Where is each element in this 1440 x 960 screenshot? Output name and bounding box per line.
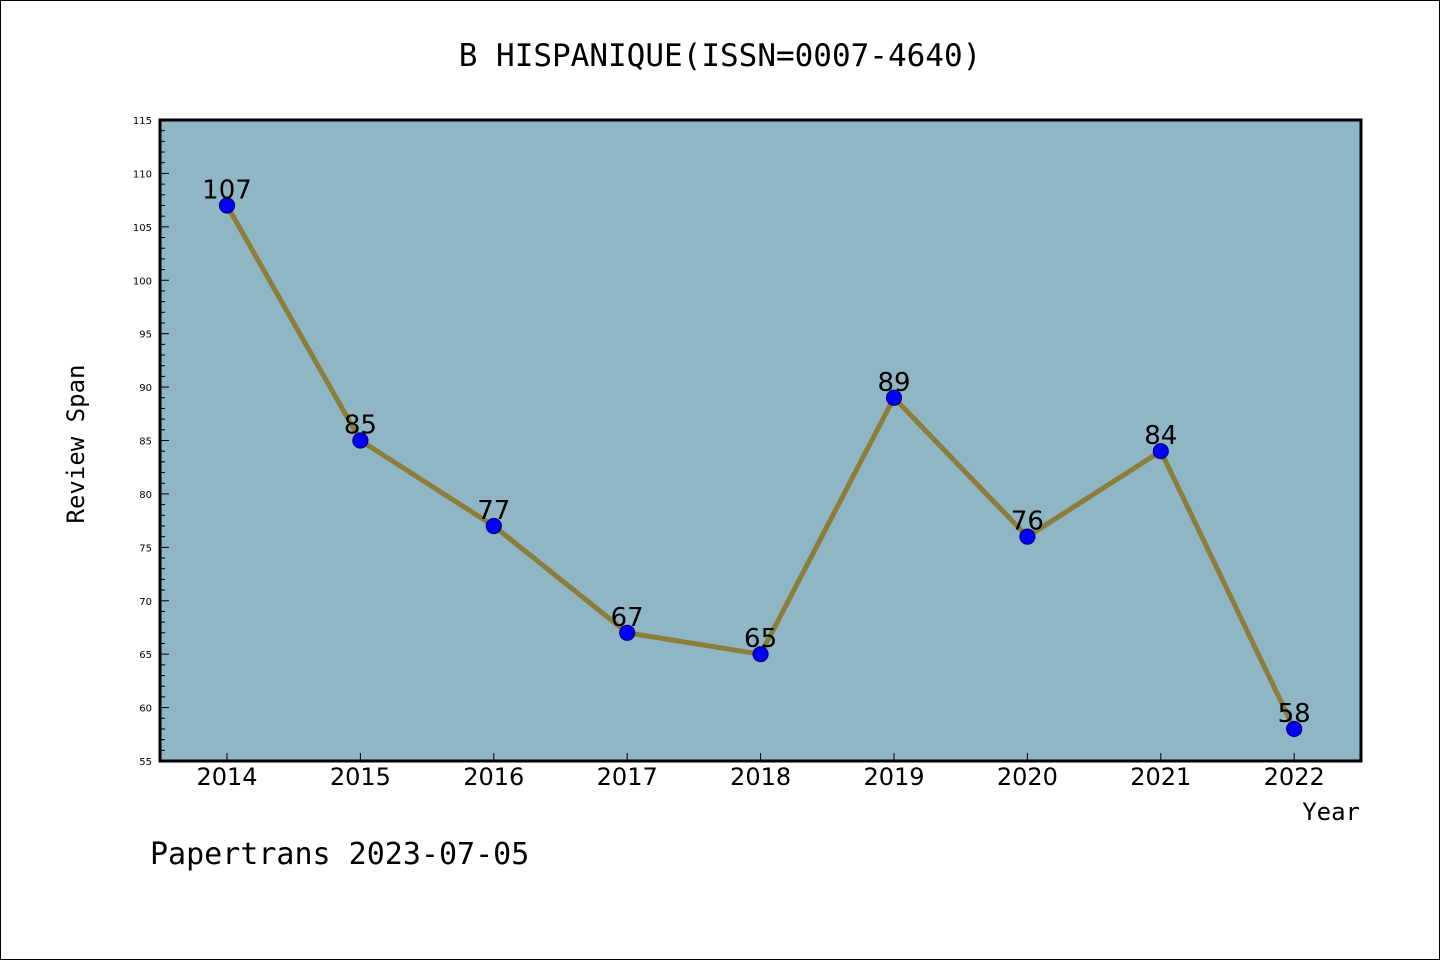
x-tick-label: 2017	[597, 763, 658, 791]
data-label: 65	[744, 624, 777, 654]
data-point	[1286, 720, 1303, 738]
data-labels: 107 85 77 67 65 89 76 84 58	[202, 175, 1311, 728]
data-point	[485, 517, 502, 535]
x-axis: 2014 2015 2016 2017 2018 2019 2020 2021 2022	[196, 753, 1325, 791]
plot-border	[158, 118, 1363, 763]
x-tick-label: 2019	[863, 763, 924, 791]
chart-title: B HISPANIQUE(ISSN=0007-4640)	[459, 38, 982, 74]
data-label: 85	[344, 411, 377, 441]
data-point	[218, 197, 236, 214]
y-tick-label: 65	[139, 650, 152, 661]
data-label: 58	[1278, 699, 1311, 729]
y-tick-label: 70	[139, 597, 152, 608]
footer-stamp: Papertrans 2023-07-05	[150, 837, 529, 872]
x-tick-label: 2016	[463, 763, 524, 791]
data-point	[352, 432, 369, 449]
x-tick-label: 2020	[997, 763, 1058, 791]
data-point	[885, 389, 903, 406]
data-label: 77	[477, 496, 510, 526]
data-label: 67	[611, 603, 644, 633]
y-tick-label: 60	[139, 704, 152, 715]
x-tick-label: 2022	[1264, 763, 1325, 791]
y-tick-label: 80	[139, 490, 152, 501]
y-tick-label: 85	[139, 437, 152, 448]
y-tick-label: 95	[139, 330, 152, 341]
data-points	[218, 197, 1303, 738]
y-axis-title: Review Span	[62, 365, 90, 524]
plot-area	[160, 120, 1361, 761]
y-tick-label: 55	[139, 757, 152, 768]
data-label: 76	[1011, 507, 1044, 537]
data-point	[752, 646, 769, 663]
data-label: 107	[202, 175, 252, 205]
y-tick-label: 110	[133, 169, 152, 180]
x-tick-label: 2018	[730, 763, 791, 791]
y-tick-label: 115	[133, 116, 152, 127]
x-tick-label: 2014	[196, 763, 257, 791]
y-tick-label: 100	[133, 276, 152, 287]
data-label: 84	[1144, 421, 1177, 451]
x-tick-label: 2021	[1130, 763, 1191, 791]
x-axis-title: Year	[1302, 798, 1360, 826]
data-point	[1152, 443, 1169, 460]
data-label: 89	[877, 368, 910, 398]
data-point	[619, 624, 636, 641]
y-tick-label: 105	[133, 223, 152, 234]
y-tick-label: 90	[139, 383, 152, 394]
x-tick-label: 2015	[330, 763, 391, 791]
data-point	[1019, 528, 1036, 545]
y-tick-label: 75	[139, 543, 152, 554]
